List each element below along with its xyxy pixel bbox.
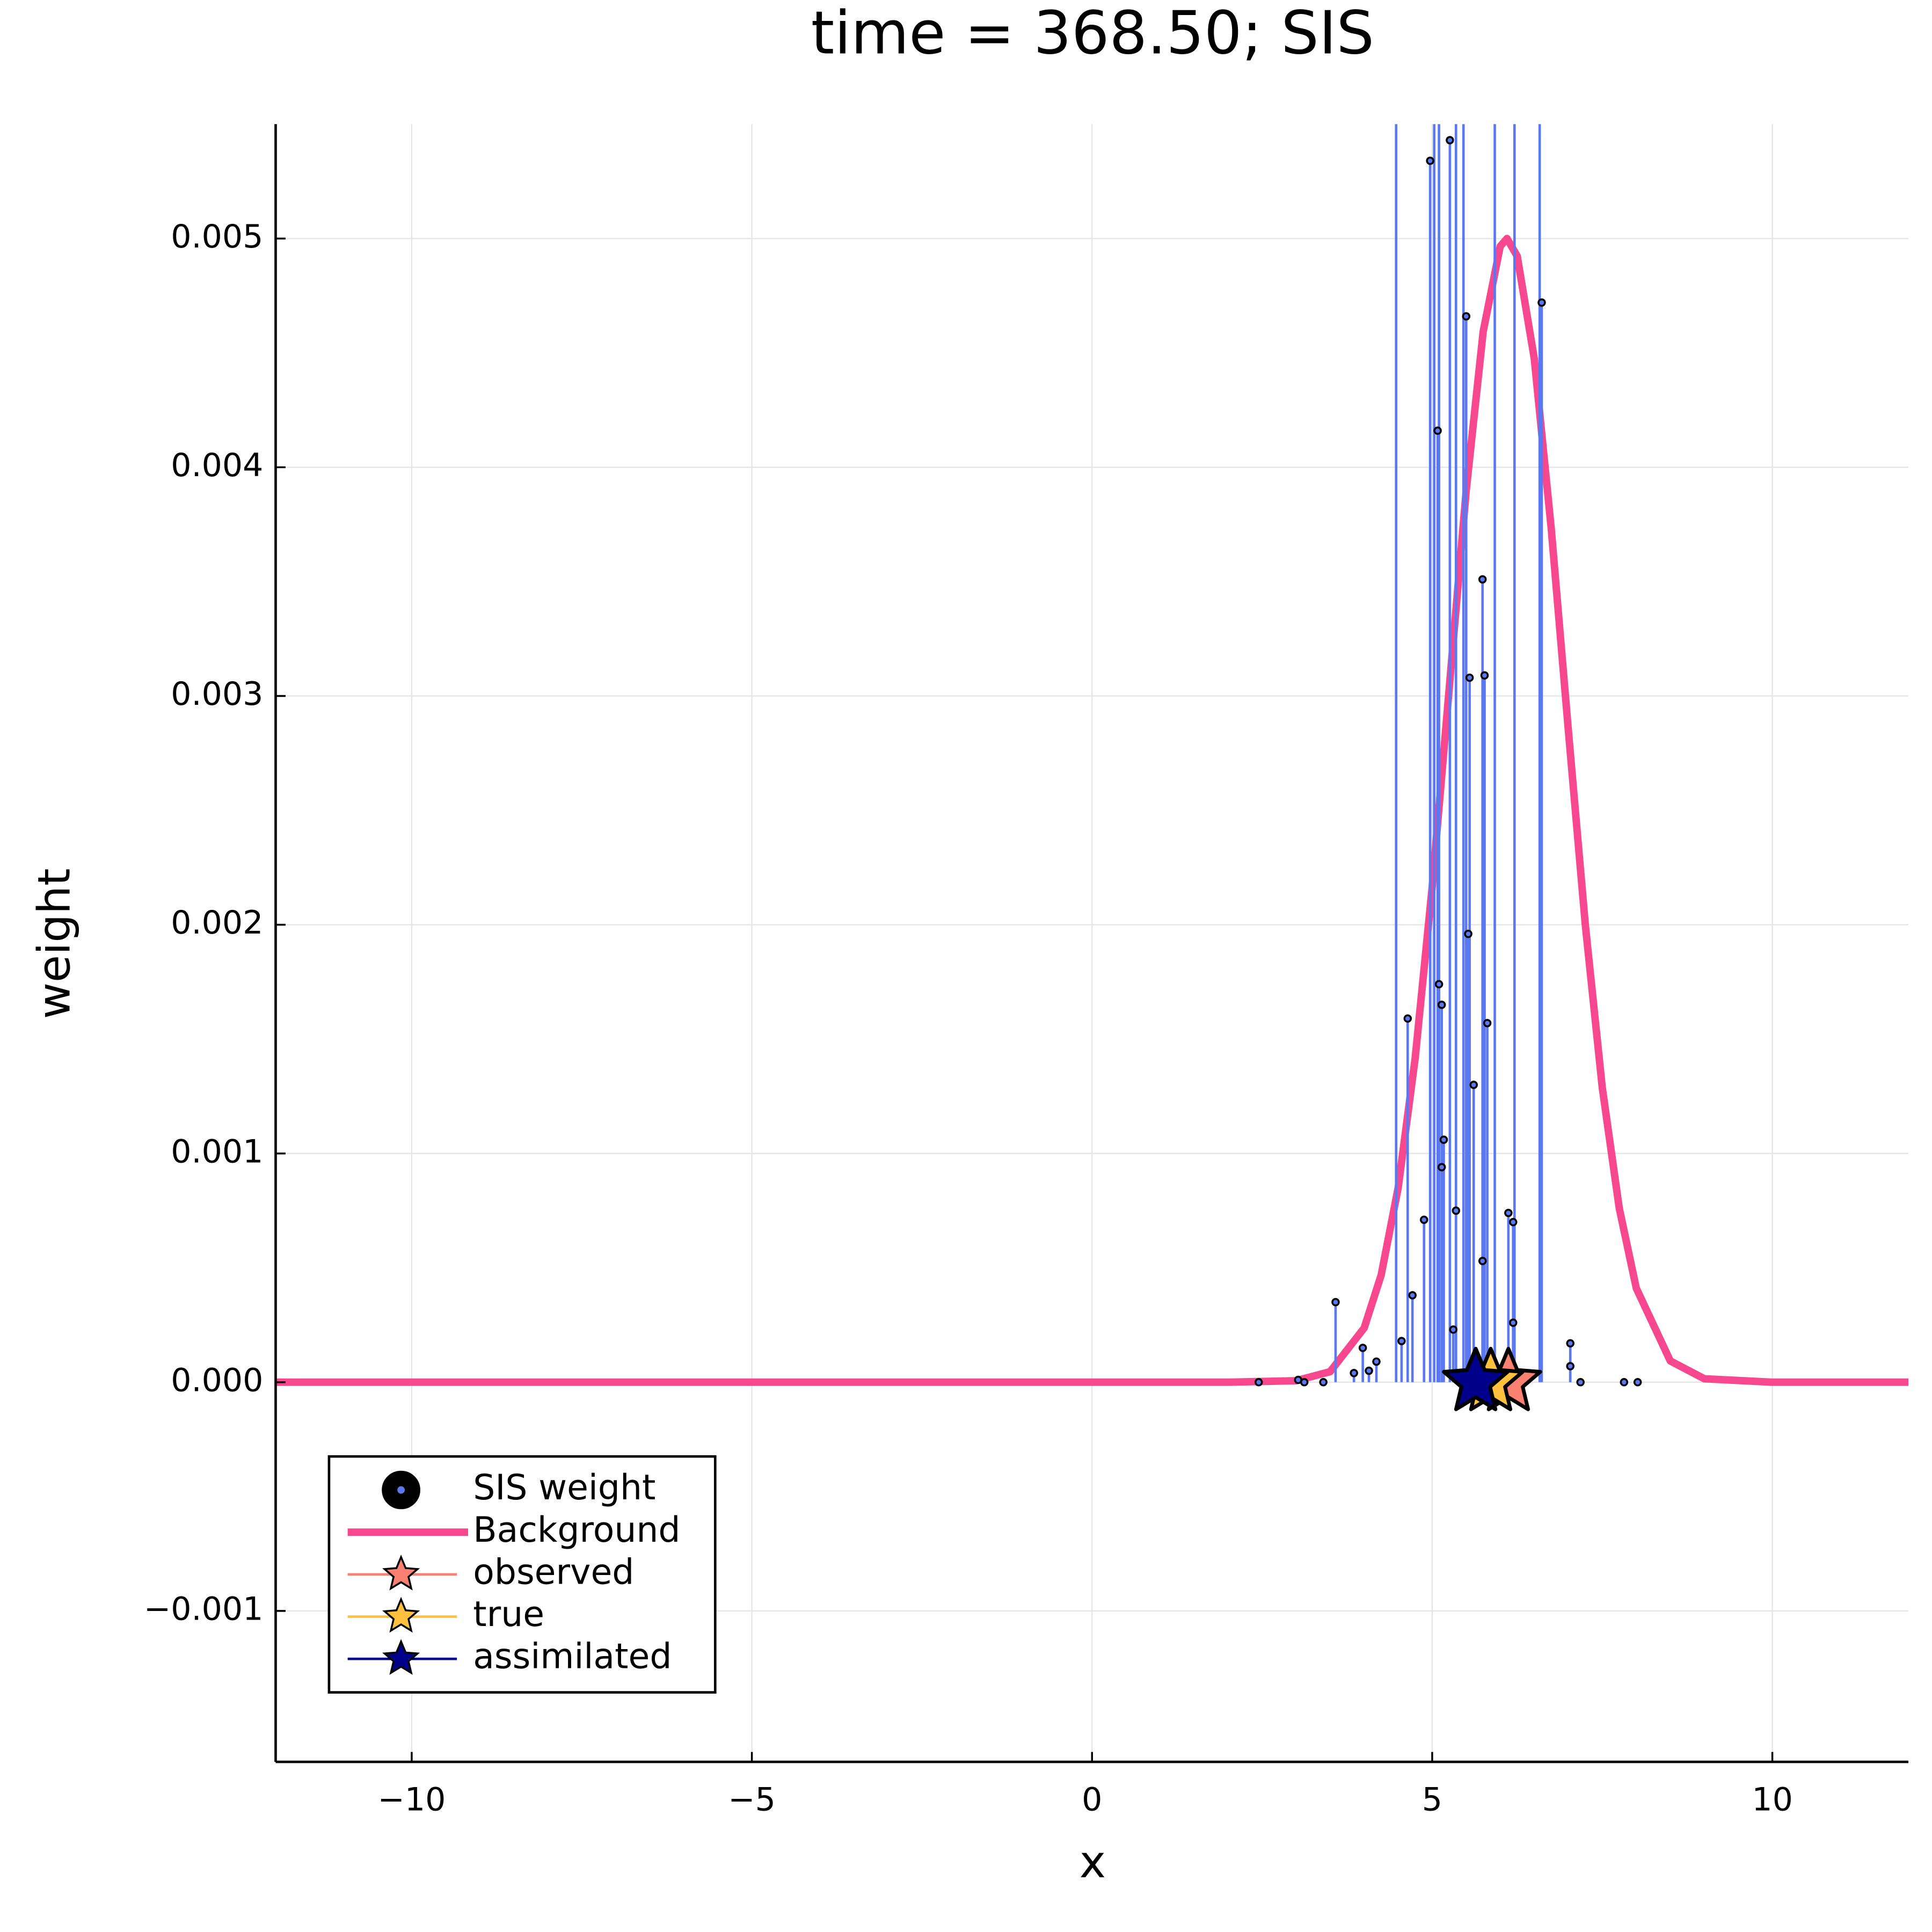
weight-point bbox=[1449, 1325, 1457, 1334]
weight-point bbox=[1426, 156, 1434, 165]
y-tick-label: 0.000 bbox=[171, 1361, 263, 1399]
x-axis-label: x bbox=[1080, 1836, 1106, 1888]
weight-point bbox=[1478, 575, 1487, 584]
weight-point bbox=[1403, 1014, 1412, 1023]
weight-point bbox=[1469, 1081, 1478, 1089]
legend-label: SIS weight bbox=[473, 1468, 655, 1508]
weight-point bbox=[1508, 1217, 1518, 1227]
legend-label: observed bbox=[473, 1552, 634, 1592]
weight-point bbox=[1319, 1378, 1328, 1387]
plot-area bbox=[275, 124, 1909, 1411]
y-tick-label: 0.005 bbox=[171, 218, 263, 256]
weight-point bbox=[1537, 298, 1546, 307]
weight-point bbox=[1504, 1208, 1513, 1217]
weight-point bbox=[1439, 1135, 1448, 1144]
weight-point bbox=[1462, 312, 1471, 320]
legend-label: Background bbox=[473, 1510, 680, 1550]
star-marker bbox=[1442, 1346, 1510, 1411]
weight-point bbox=[1576, 1378, 1585, 1387]
weight-point bbox=[1331, 1297, 1340, 1307]
weight-point bbox=[1483, 1019, 1492, 1027]
weight-point bbox=[1437, 1001, 1446, 1009]
y-tick-label: 0.001 bbox=[171, 1133, 263, 1170]
weight-point bbox=[1566, 1362, 1574, 1370]
weight-point bbox=[1358, 1344, 1367, 1352]
legend-swatch bbox=[397, 1486, 405, 1494]
y-axis-label: weight bbox=[28, 869, 80, 1019]
weight-point bbox=[1397, 1337, 1406, 1345]
weight-point bbox=[1300, 1378, 1309, 1387]
weight-point bbox=[1365, 1366, 1373, 1375]
legend-swatch bbox=[382, 1639, 420, 1675]
x-tick-label: 0 bbox=[1082, 1781, 1102, 1819]
weight-point bbox=[1465, 673, 1474, 682]
chart-title: time = 368.50; SIS bbox=[811, 0, 1374, 68]
weight-point bbox=[1566, 1339, 1574, 1348]
legend-swatch bbox=[382, 1554, 420, 1591]
weight-point bbox=[1478, 1257, 1487, 1265]
background-curve bbox=[275, 235, 1909, 1386]
y-tick-label: 0.003 bbox=[171, 675, 263, 713]
weight-point bbox=[1419, 1215, 1428, 1224]
y-tick-label: −0.001 bbox=[144, 1590, 264, 1628]
legend-swatch bbox=[382, 1596, 420, 1633]
x-tick-label: −10 bbox=[378, 1781, 446, 1819]
x-tick-label: 5 bbox=[1422, 1781, 1442, 1819]
weight-point bbox=[1464, 929, 1472, 938]
x-tick-label: 10 bbox=[1752, 1781, 1793, 1819]
weight-point bbox=[1372, 1357, 1381, 1366]
weight-point bbox=[1633, 1378, 1642, 1387]
weight-point bbox=[1508, 1318, 1518, 1327]
y-tick-label: 0.004 bbox=[171, 447, 263, 484]
legend-label: true bbox=[473, 1594, 544, 1635]
weight-point bbox=[1433, 426, 1442, 435]
weight-point bbox=[1480, 671, 1489, 680]
ticks: −10 −5 0 5 10 −0.001 0.000 0.001 0.002 0.003 0.004… bbox=[144, 218, 1793, 1819]
y-tick-label: 0.002 bbox=[171, 904, 263, 942]
weight-point bbox=[1350, 1369, 1358, 1377]
weight-point bbox=[1452, 1206, 1461, 1215]
weight-point bbox=[1446, 136, 1454, 144]
weight-point bbox=[1408, 1291, 1417, 1300]
weight-point bbox=[1437, 1163, 1446, 1172]
weight-point bbox=[1434, 980, 1443, 989]
legend: SIS weightBackgroundobservedtrueassimila… bbox=[327, 1455, 717, 1694]
weight-point bbox=[1255, 1378, 1263, 1387]
weight-point bbox=[1620, 1378, 1629, 1387]
x-tick-label: −5 bbox=[728, 1781, 776, 1819]
legend-label: assimilated bbox=[473, 1637, 672, 1677]
